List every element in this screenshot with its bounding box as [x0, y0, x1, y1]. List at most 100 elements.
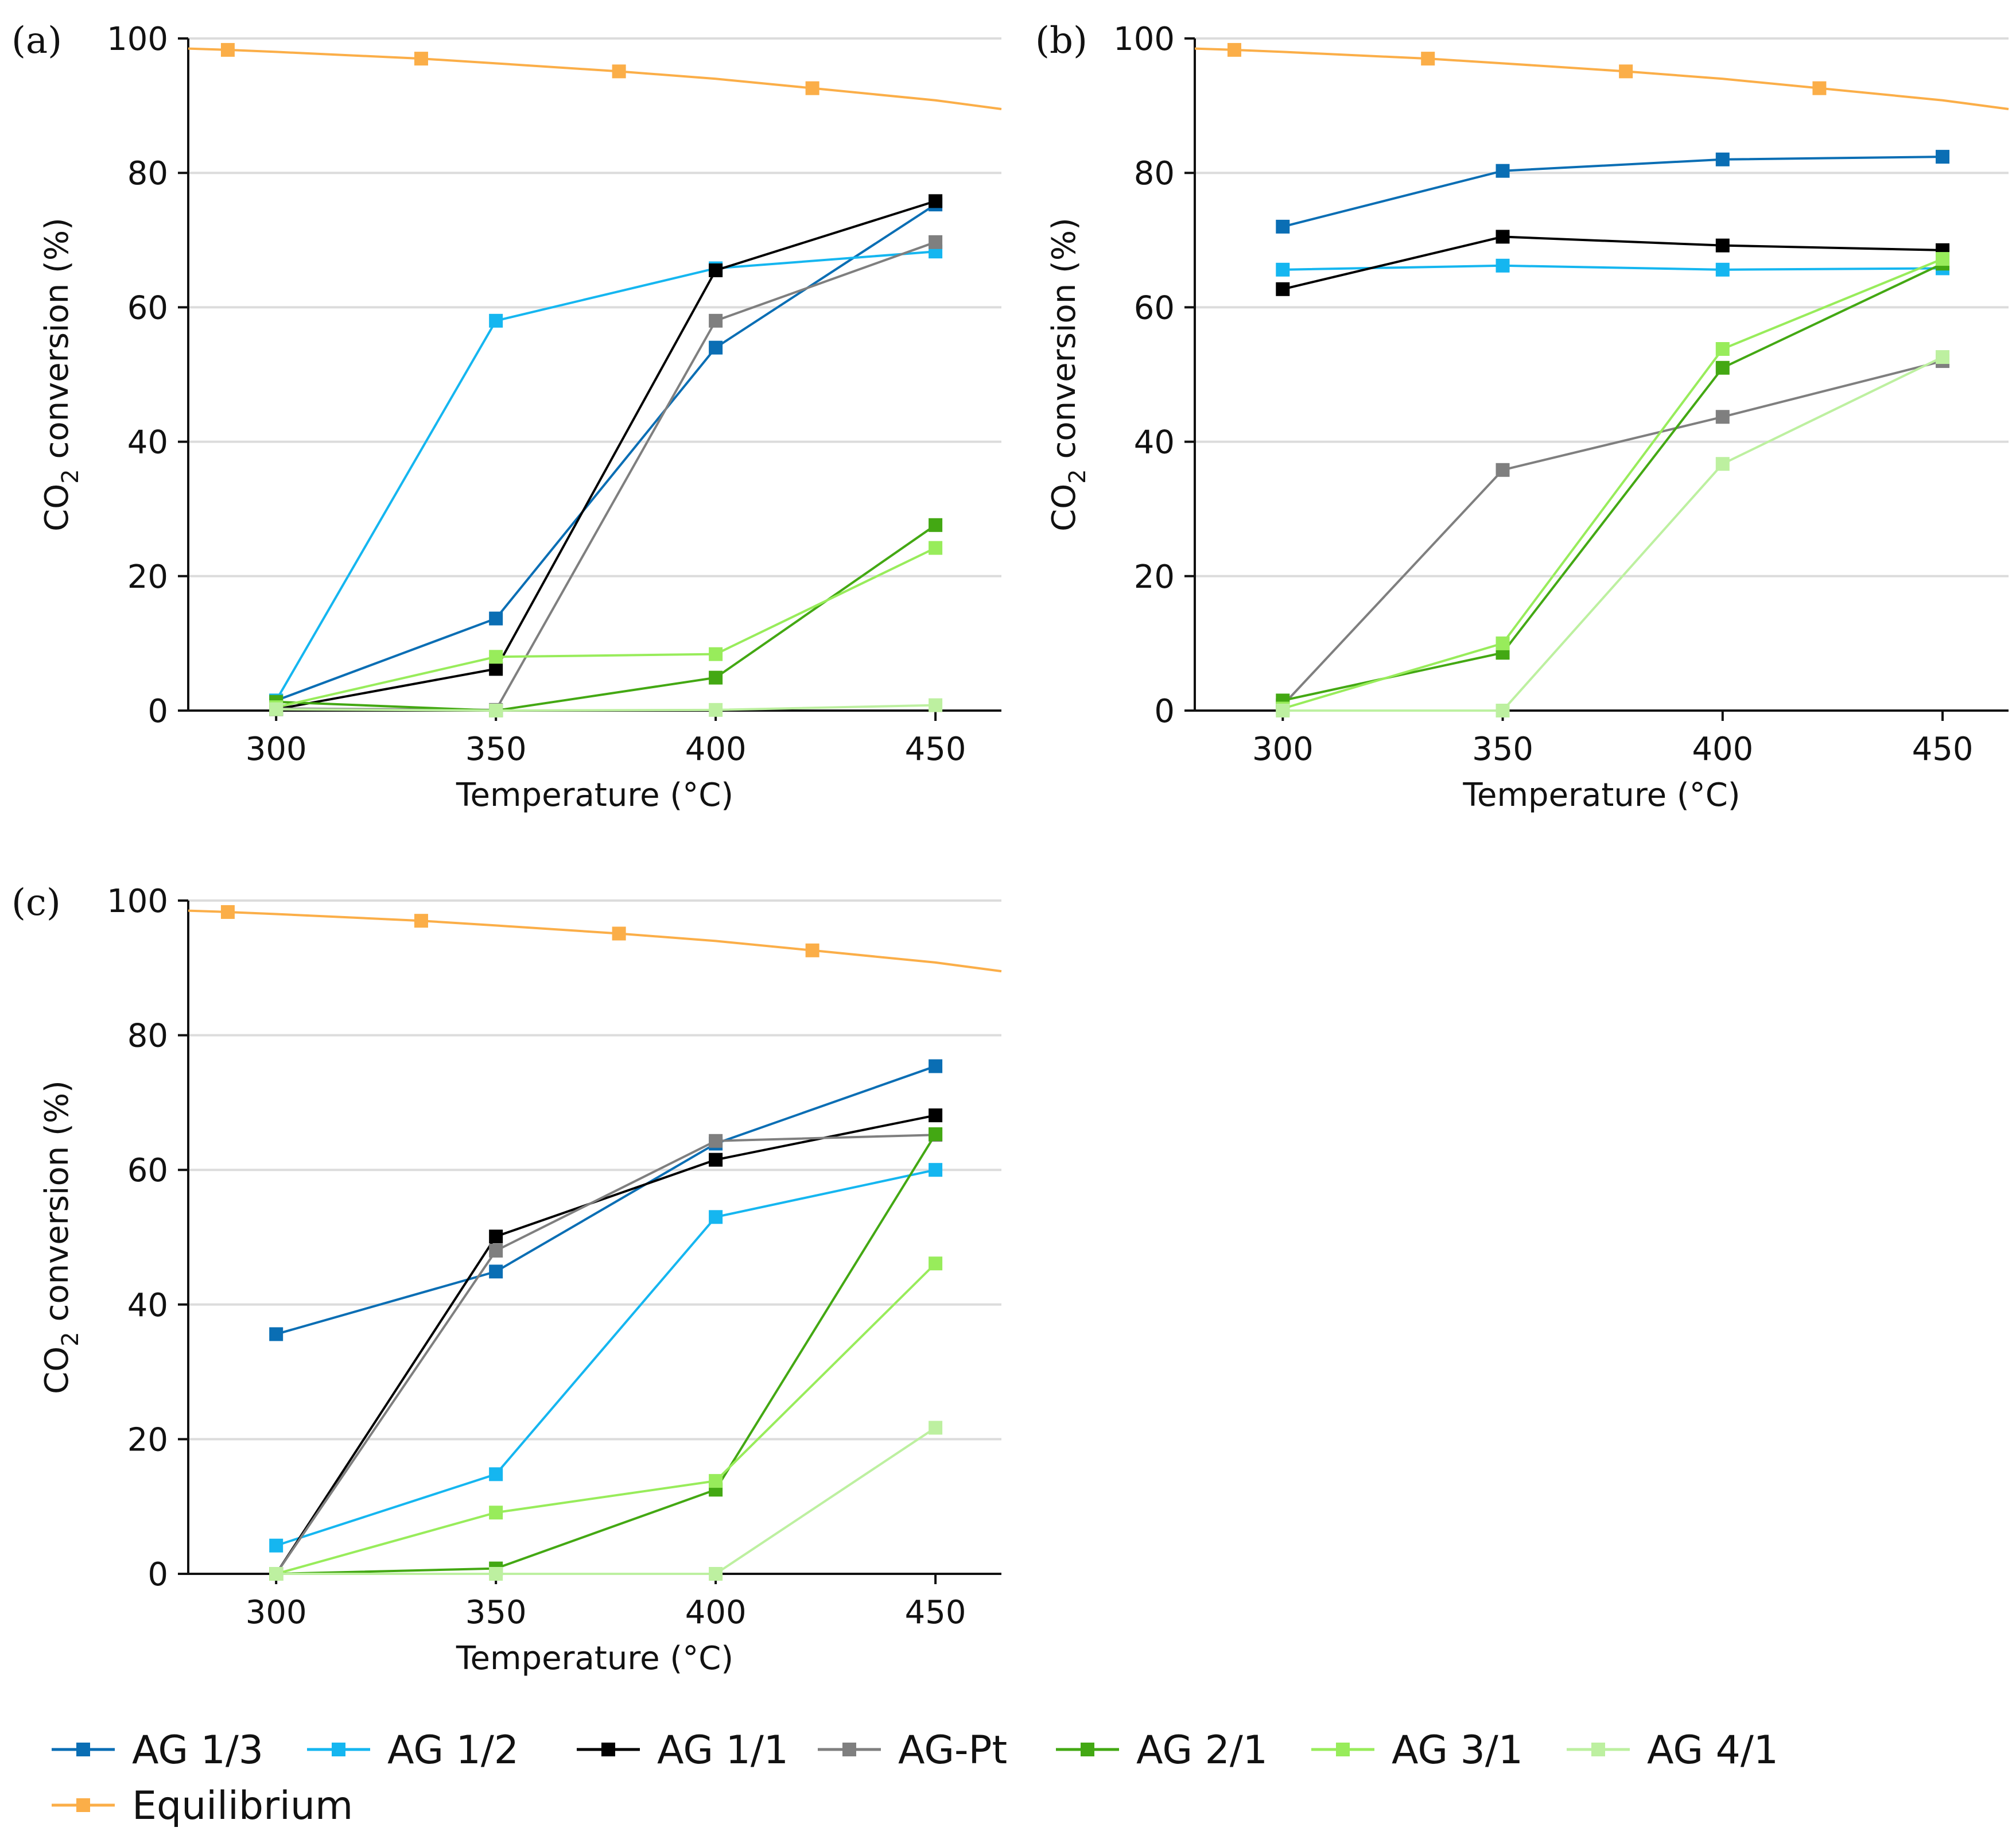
panel-c-series-ag-3-1-point-350: [489, 1506, 503, 1520]
panel-b-series-ag-3-1-point-450: [1936, 252, 1950, 266]
panel-b-series-ag-1-2-point-350: [1496, 258, 1510, 273]
panel-c-x-tick-300: 300: [246, 1594, 307, 1631]
panel-a-series-ag-3-1-point-400: [709, 647, 723, 661]
panel-b-equilibrium-point-333: [1421, 52, 1435, 66]
panel-c-series-ag-pt-line: [275, 1134, 936, 1575]
panel-b-y-tick-100: 100: [1113, 21, 1175, 58]
legend-marker-ag-4-1: [1591, 1743, 1605, 1756]
panel-a-y-tick-20: 20: [127, 558, 168, 596]
panel-a-series-ag-3-1-line: [275, 546, 936, 709]
panel-a-equilibrium-point-289: [220, 42, 235, 57]
panel-b-y-axis-title-sub: 2: [1065, 469, 1091, 483]
panel-a: 0 20 40 60 80 100 300 350 400 450 Temperature (°C)…: [11, 20, 1002, 814]
panel-b-series-ag-2-1-line: [1282, 262, 1943, 702]
panel-a-y-axis-title: CO2 conversion (%): [38, 218, 84, 532]
panel-a-series-ag-4-1-point-350: [489, 704, 503, 717]
panel-c-series-ag-pt-point-400: [709, 1134, 723, 1148]
panel-a-series-ag-3-1-point-450: [929, 541, 943, 555]
panel-b-x-tick-400: 400: [1692, 731, 1753, 768]
panel-b-series-ag-pt-point-400: [1715, 410, 1730, 424]
panel-a-y-tick-40: 40: [127, 424, 168, 461]
panel-b-x-axis-title: Temperature (°C): [1462, 777, 1740, 814]
legend-marker-ag-1-2: [332, 1743, 345, 1756]
panel-b-series-ag-1-1-line: [1282, 235, 1943, 290]
panel-a-equilibrium-point-333: [414, 52, 428, 66]
legend-label-ag-4-1: AG 4/1: [1647, 1728, 1778, 1773]
panel-c: 0 20 40 60 80 100 300 350 400 450 Temperature (°C)…: [11, 882, 1002, 1677]
panel-c-series-ag-4-1-point-300: [269, 1567, 283, 1581]
panel-a-series-ag-4-1-line: [276, 704, 936, 712]
panel-c-series-ag-3-1-point-450: [929, 1256, 943, 1271]
panel-a-y-tick-60: 60: [127, 289, 168, 327]
panel-c-y-tick-40: 40: [127, 1287, 168, 1324]
panel-b-series-ag-2-1-point-400: [1715, 360, 1730, 375]
legend-marker-ag-3-1: [1336, 1743, 1350, 1756]
legend-marker-ag-1-1: [601, 1743, 615, 1756]
panel-c-series-ag-1-2-point-350: [489, 1467, 503, 1481]
panel-a-series-ag-3-1-point-350: [489, 650, 503, 664]
panel-a-series-ag-1-3-point-350: [489, 611, 503, 626]
panel-b-y-tick-60: 60: [1134, 289, 1175, 327]
panel-b-equilibrium-point-289: [1227, 42, 1241, 57]
panel-c-label: (c): [11, 882, 61, 924]
panel-c-series-ag-4-1-point-400: [709, 1567, 723, 1581]
panel-b-series-ag-4-1-point-300: [1276, 704, 1290, 717]
panel-a-y-axis-title-sub: 2: [57, 469, 84, 483]
panel-b: 0 20 40 60 80 100 300 350 400 450 Temperature (°C)…: [1035, 20, 2009, 814]
panel-a-series-ag-pt-line: [276, 240, 936, 711]
panel-a-y-axis-title-co: CO: [38, 484, 76, 532]
panel-c-y-tick-20: 20: [127, 1421, 168, 1458]
panel-c-series-ag-4-1-line: [276, 1426, 937, 1575]
panel-b-series-ag-1-2-line: [1283, 264, 1943, 271]
panel-b-series-ag-1-3-point-400: [1715, 152, 1730, 166]
panel-a-series-ag-pt-point-450: [929, 235, 943, 249]
panel-a-y-axis-title-rest: conversion (%): [38, 218, 76, 469]
panel-b-series-ag-pt-line: [1281, 360, 1943, 706]
panel-b-series-ag-1-2-point-300: [1276, 262, 1290, 277]
panel-a-series-ag-1-3-point-400: [709, 340, 723, 355]
panel-b-equilibrium-line: [1194, 47, 2009, 110]
panel-a-x-tick-300: 300: [246, 731, 307, 768]
panel-b-y-tick-20: 20: [1134, 558, 1175, 596]
panel-b-series-ag-4-1-line: [1283, 356, 1943, 712]
panel-a-series-ag-2-1-point-400: [709, 670, 723, 685]
panel-b-y-axis-title-co: CO: [1046, 484, 1083, 532]
panel-a-series-ag-1-1-point-400: [709, 263, 723, 277]
panel-a-series-ag-1-1-point-450: [929, 194, 943, 208]
panel-a-series-ag-2-1-point-450: [929, 518, 943, 532]
panel-c-equilibrium-point-333: [414, 914, 428, 928]
panel-b-y-tick-40: 40: [1134, 424, 1175, 461]
panel-a-series-ag-1-1-line: [275, 200, 936, 711]
panel-b-series-ag-1-2-point-400: [1715, 262, 1730, 277]
panel-c-x-tick-350: 350: [465, 1594, 527, 1631]
panel-c-series-ag-1-1-point-400: [709, 1153, 723, 1167]
panel-c-series-ag-1-1-point-350: [489, 1229, 503, 1244]
legend-label-ag-3-1: AG 3/1: [1392, 1728, 1523, 1773]
panel-c-series-ag-3-1-line: [275, 1262, 937, 1575]
panel-a-equilibrium-point-378: [612, 64, 626, 79]
legend-label-ag-1-1: AG 1/1: [657, 1728, 788, 1773]
panel-b-equilibrium-point-378: [1619, 64, 1633, 79]
panel-c-series-ag-2-1-line: [276, 1133, 937, 1575]
panel-c-x-tick-400: 400: [685, 1594, 747, 1631]
legend-label-ag-pt: AG-Pt: [898, 1728, 1007, 1773]
legend-marker-ag-1-3: [76, 1743, 90, 1756]
panel-c-series-ag-3-1-point-400: [709, 1474, 723, 1488]
panel-c-series-ag-1-1-point-450: [929, 1108, 943, 1123]
panel-c-equilibrium-point-422: [805, 943, 819, 957]
panel-c-series-ag-1-2-line: [275, 1169, 936, 1547]
panel-c-y-axis-title: CO2 conversion (%): [38, 1080, 84, 1394]
panel-c-equilibrium-point-289: [220, 905, 235, 919]
panel-b-y-axis-title: CO2 conversion (%): [1046, 218, 1091, 532]
panel-b-label: (b): [1035, 20, 1087, 62]
panel-a-series-ag-4-1-point-300: [269, 702, 283, 716]
legend-label-ag-1-3: AG 1/3: [132, 1728, 263, 1773]
panel-a-series-ag-1-2-line: [275, 250, 936, 701]
panel-b-series-ag-1-3-line: [1282, 156, 1943, 228]
panel-a-x-tick-400: 400: [685, 731, 747, 768]
panel-a-y-tick-100: 100: [107, 21, 168, 58]
panel-c-equilibrium-line: [188, 909, 1002, 973]
legend: AG 1/3 AG 1/2 AG 1/1 AG-Pt AG 2/1 AG 3/1 AG 4/…: [52, 1728, 1778, 1829]
panel-b-series-ag-1-1-point-400: [1715, 238, 1730, 253]
